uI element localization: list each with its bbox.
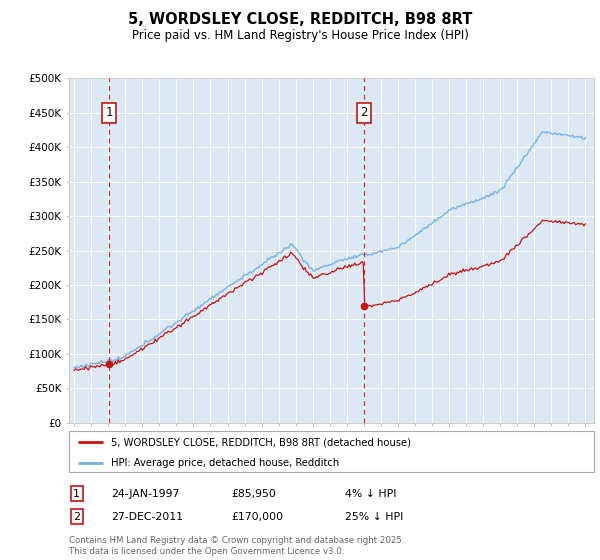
Text: 1: 1 [106,106,113,119]
Text: 1: 1 [73,489,80,499]
Text: 5, WORDSLEY CLOSE, REDDITCH, B98 8RT (detached house): 5, WORDSLEY CLOSE, REDDITCH, B98 8RT (de… [111,437,411,447]
Text: HPI: Average price, detached house, Redditch: HPI: Average price, detached house, Redd… [111,458,339,468]
Text: 24-JAN-1997: 24-JAN-1997 [111,489,179,499]
Text: 4% ↓ HPI: 4% ↓ HPI [345,489,397,499]
Text: Contains HM Land Registry data © Crown copyright and database right 2025.
This d: Contains HM Land Registry data © Crown c… [69,536,404,556]
Text: 25% ↓ HPI: 25% ↓ HPI [345,512,403,522]
Text: £85,950: £85,950 [231,489,276,499]
Text: £170,000: £170,000 [231,512,283,522]
Text: 27-DEC-2011: 27-DEC-2011 [111,512,183,522]
Text: 5, WORDSLEY CLOSE, REDDITCH, B98 8RT: 5, WORDSLEY CLOSE, REDDITCH, B98 8RT [128,12,472,27]
Text: Price paid vs. HM Land Registry's House Price Index (HPI): Price paid vs. HM Land Registry's House … [131,29,469,42]
Text: 2: 2 [73,512,80,522]
Text: 2: 2 [360,106,367,119]
